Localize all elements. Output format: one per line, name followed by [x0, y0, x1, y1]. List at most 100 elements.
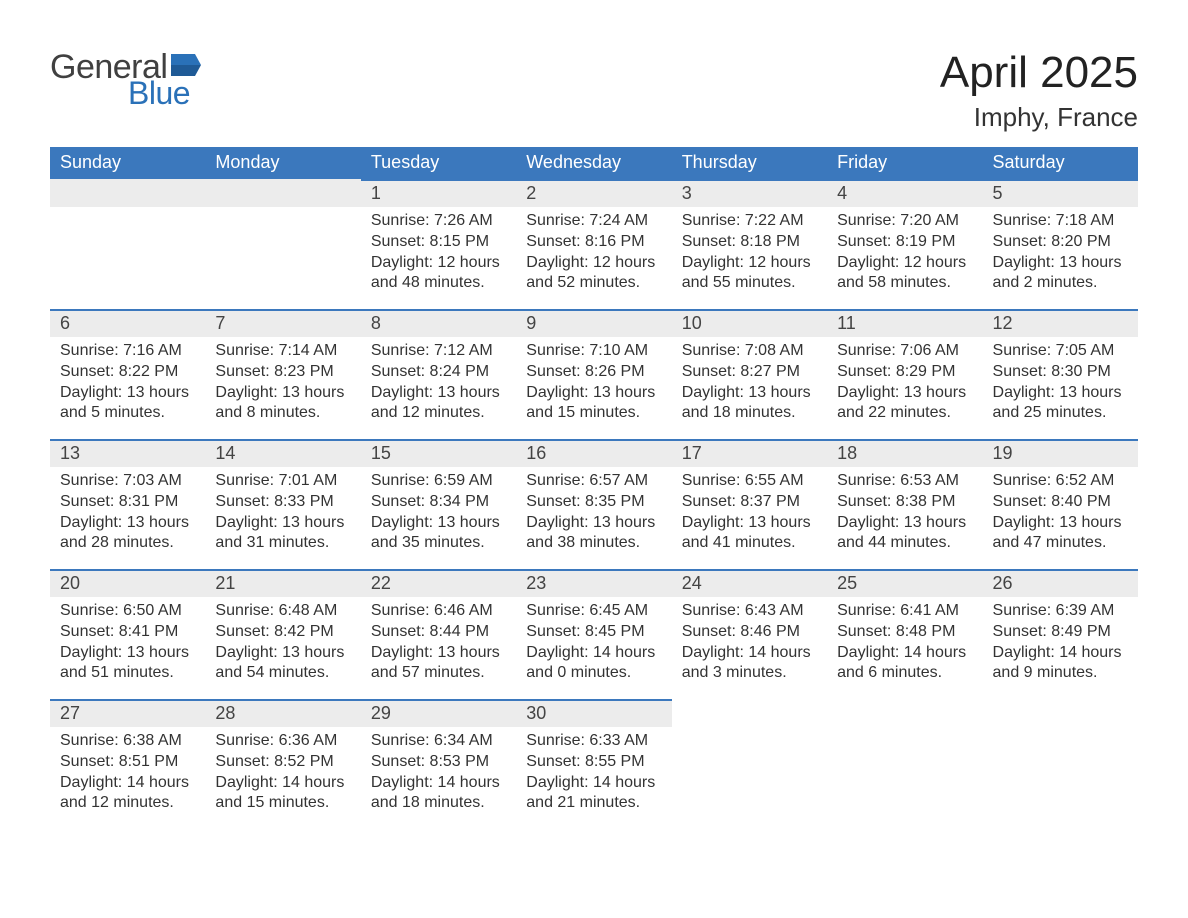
day-details: Sunrise: 7:08 AMSunset: 8:27 PMDaylight:…: [672, 337, 827, 432]
day-details: Sunrise: 7:06 AMSunset: 8:29 PMDaylight:…: [827, 337, 982, 432]
day-details: Sunrise: 7:26 AMSunset: 8:15 PMDaylight:…: [361, 207, 516, 302]
calendar-day-cell: 4Sunrise: 7:20 AMSunset: 8:19 PMDaylight…: [827, 179, 982, 309]
day-number: 30: [516, 699, 671, 727]
sunset-text: Sunset: 8:18 PM: [682, 232, 817, 253]
daylight-text: Daylight: 14 hours and 0 minutes.: [526, 643, 661, 685]
sunrise-text: Sunrise: 6:46 AM: [371, 601, 506, 622]
day-number: 22: [361, 569, 516, 597]
calendar-day-cell: [50, 179, 205, 309]
sunset-text: Sunset: 8:23 PM: [215, 362, 350, 383]
sunrise-text: Sunrise: 7:05 AM: [993, 341, 1128, 362]
daylight-text: Daylight: 13 hours and 31 minutes.: [215, 513, 350, 555]
day-number: 16: [516, 439, 671, 467]
sunrise-text: Sunrise: 7:06 AM: [837, 341, 972, 362]
calendar-header-row: SundayMondayTuesdayWednesdayThursdayFrid…: [50, 147, 1138, 179]
calendar-day-cell: 18Sunrise: 6:53 AMSunset: 8:38 PMDayligh…: [827, 439, 982, 569]
day-details: Sunrise: 7:14 AMSunset: 8:23 PMDaylight:…: [205, 337, 360, 432]
sunset-text: Sunset: 8:53 PM: [371, 752, 506, 773]
daylight-text: Daylight: 13 hours and 44 minutes.: [837, 513, 972, 555]
day-number: 29: [361, 699, 516, 727]
sunrise-text: Sunrise: 7:22 AM: [682, 211, 817, 232]
daylight-text: Daylight: 14 hours and 15 minutes.: [215, 773, 350, 815]
calendar-day-cell: 15Sunrise: 6:59 AMSunset: 8:34 PMDayligh…: [361, 439, 516, 569]
day-number: 28: [205, 699, 360, 727]
calendar-day-cell: 13Sunrise: 7:03 AMSunset: 8:31 PMDayligh…: [50, 439, 205, 569]
daylight-text: Daylight: 14 hours and 6 minutes.: [837, 643, 972, 685]
calendar-week-row: 6Sunrise: 7:16 AMSunset: 8:22 PMDaylight…: [50, 309, 1138, 439]
day-details: Sunrise: 6:34 AMSunset: 8:53 PMDaylight:…: [361, 727, 516, 822]
sunset-text: Sunset: 8:44 PM: [371, 622, 506, 643]
weekday-header: Thursday: [672, 147, 827, 179]
sunset-text: Sunset: 8:42 PM: [215, 622, 350, 643]
daylight-text: Daylight: 12 hours and 55 minutes.: [682, 253, 817, 295]
daylight-text: Daylight: 13 hours and 5 minutes.: [60, 383, 195, 425]
sunrise-text: Sunrise: 6:57 AM: [526, 471, 661, 492]
daylight-text: Daylight: 12 hours and 48 minutes.: [371, 253, 506, 295]
calendar-day-cell: 22Sunrise: 6:46 AMSunset: 8:44 PMDayligh…: [361, 569, 516, 699]
sunrise-text: Sunrise: 6:34 AM: [371, 731, 506, 752]
day-details: Sunrise: 6:52 AMSunset: 8:40 PMDaylight:…: [983, 467, 1138, 562]
sunrise-text: Sunrise: 7:12 AM: [371, 341, 506, 362]
sunset-text: Sunset: 8:55 PM: [526, 752, 661, 773]
daylight-text: Daylight: 13 hours and 15 minutes.: [526, 383, 661, 425]
daylight-text: Daylight: 13 hours and 22 minutes.: [837, 383, 972, 425]
day-details: Sunrise: 6:38 AMSunset: 8:51 PMDaylight:…: [50, 727, 205, 822]
calendar-day-cell: 26Sunrise: 6:39 AMSunset: 8:49 PMDayligh…: [983, 569, 1138, 699]
daylight-text: Daylight: 13 hours and 12 minutes.: [371, 383, 506, 425]
sunset-text: Sunset: 8:30 PM: [993, 362, 1128, 383]
sunrise-text: Sunrise: 7:01 AM: [215, 471, 350, 492]
calendar-day-cell: 24Sunrise: 6:43 AMSunset: 8:46 PMDayligh…: [672, 569, 827, 699]
calendar-table: SundayMondayTuesdayWednesdayThursdayFrid…: [50, 147, 1138, 829]
sunset-text: Sunset: 8:46 PM: [682, 622, 817, 643]
calendar-day-cell: 27Sunrise: 6:38 AMSunset: 8:51 PMDayligh…: [50, 699, 205, 829]
day-number: 10: [672, 309, 827, 337]
calendar-body: 1Sunrise: 7:26 AMSunset: 8:15 PMDaylight…: [50, 179, 1138, 829]
sunset-text: Sunset: 8:51 PM: [60, 752, 195, 773]
calendar-day-cell: 10Sunrise: 7:08 AMSunset: 8:27 PMDayligh…: [672, 309, 827, 439]
daylight-text: Daylight: 13 hours and 51 minutes.: [60, 643, 195, 685]
day-details: Sunrise: 7:03 AMSunset: 8:31 PMDaylight:…: [50, 467, 205, 562]
page-header: General Blue April 2025 Imphy, France: [50, 48, 1138, 133]
calendar-day-cell: 14Sunrise: 7:01 AMSunset: 8:33 PMDayligh…: [205, 439, 360, 569]
day-number: 7: [205, 309, 360, 337]
sunset-text: Sunset: 8:35 PM: [526, 492, 661, 513]
daylight-text: Daylight: 14 hours and 9 minutes.: [993, 643, 1128, 685]
weekday-header: Sunday: [50, 147, 205, 179]
day-details: Sunrise: 6:48 AMSunset: 8:42 PMDaylight:…: [205, 597, 360, 692]
day-details: Sunrise: 7:24 AMSunset: 8:16 PMDaylight:…: [516, 207, 671, 302]
day-details: Sunrise: 6:36 AMSunset: 8:52 PMDaylight:…: [205, 727, 360, 822]
daylight-text: Daylight: 14 hours and 21 minutes.: [526, 773, 661, 815]
calendar-day-cell: 29Sunrise: 6:34 AMSunset: 8:53 PMDayligh…: [361, 699, 516, 829]
daylight-text: Daylight: 13 hours and 28 minutes.: [60, 513, 195, 555]
calendar-day-cell: 2Sunrise: 7:24 AMSunset: 8:16 PMDaylight…: [516, 179, 671, 309]
sunset-text: Sunset: 8:45 PM: [526, 622, 661, 643]
calendar-day-cell: [205, 179, 360, 309]
daylight-text: Daylight: 13 hours and 38 minutes.: [526, 513, 661, 555]
sunset-text: Sunset: 8:40 PM: [993, 492, 1128, 513]
sunset-text: Sunset: 8:27 PM: [682, 362, 817, 383]
calendar-day-cell: 1Sunrise: 7:26 AMSunset: 8:15 PMDaylight…: [361, 179, 516, 309]
day-number: 5: [983, 179, 1138, 207]
daylight-text: Daylight: 13 hours and 41 minutes.: [682, 513, 817, 555]
day-details: Sunrise: 6:46 AMSunset: 8:44 PMDaylight:…: [361, 597, 516, 692]
daylight-text: Daylight: 13 hours and 8 minutes.: [215, 383, 350, 425]
month-title: April 2025: [940, 48, 1138, 98]
calendar-day-cell: 8Sunrise: 7:12 AMSunset: 8:24 PMDaylight…: [361, 309, 516, 439]
sunrise-text: Sunrise: 6:36 AM: [215, 731, 350, 752]
sunset-text: Sunset: 8:33 PM: [215, 492, 350, 513]
calendar-day-cell: 11Sunrise: 7:06 AMSunset: 8:29 PMDayligh…: [827, 309, 982, 439]
daylight-text: Daylight: 13 hours and 2 minutes.: [993, 253, 1128, 295]
day-number: 25: [827, 569, 982, 597]
calendar-day-cell: [983, 699, 1138, 829]
sunrise-text: Sunrise: 6:52 AM: [993, 471, 1128, 492]
calendar-day-cell: [672, 699, 827, 829]
weekday-header: Monday: [205, 147, 360, 179]
day-number: 18: [827, 439, 982, 467]
sunrise-text: Sunrise: 7:16 AM: [60, 341, 195, 362]
daylight-text: Daylight: 13 hours and 25 minutes.: [993, 383, 1128, 425]
sunrise-text: Sunrise: 6:43 AM: [682, 601, 817, 622]
day-number: 9: [516, 309, 671, 337]
sunrise-text: Sunrise: 7:20 AM: [837, 211, 972, 232]
sunset-text: Sunset: 8:38 PM: [837, 492, 972, 513]
sunset-text: Sunset: 8:48 PM: [837, 622, 972, 643]
